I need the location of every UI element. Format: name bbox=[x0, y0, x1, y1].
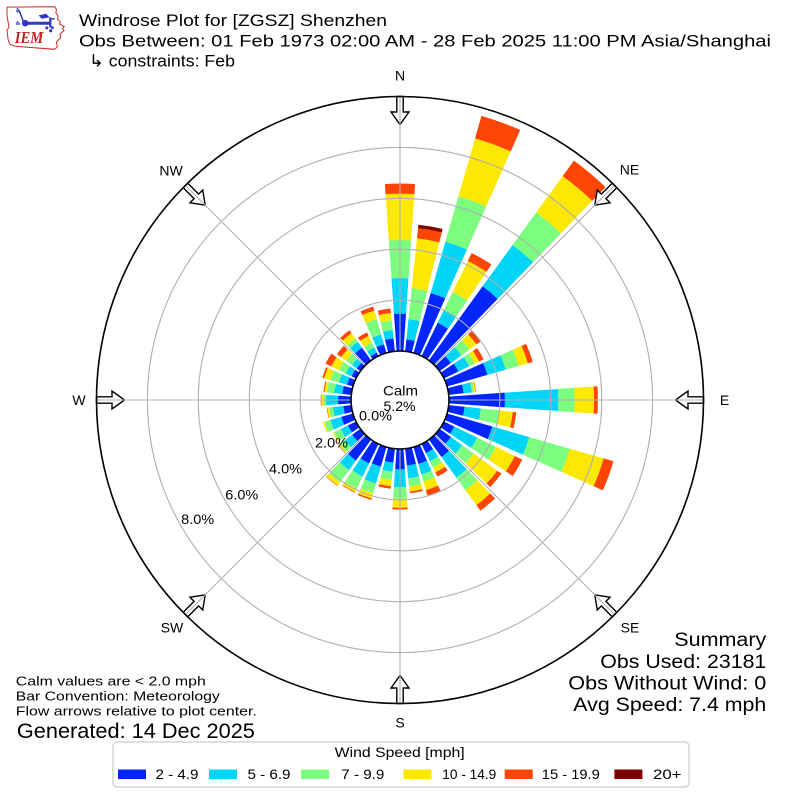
svg-text:15 - 19.9: 15 - 19.9 bbox=[542, 766, 600, 782]
svg-text:Flow arrows relative to plot c: Flow arrows relative to plot center. bbox=[16, 704, 257, 719]
svg-text:8.0%: 8.0% bbox=[181, 511, 214, 527]
svg-text:Wind Speed [mph]: Wind Speed [mph] bbox=[335, 744, 465, 760]
svg-text:N: N bbox=[395, 68, 405, 84]
svg-text:0.0%: 0.0% bbox=[359, 408, 392, 424]
svg-text:S: S bbox=[395, 715, 404, 731]
svg-text:Generated: 14 Dec 2025: Generated: 14 Dec 2025 bbox=[17, 719, 255, 743]
svg-text:5 - 6.9: 5 - 6.9 bbox=[248, 766, 291, 782]
svg-text:NW: NW bbox=[159, 163, 183, 179]
svg-text:Summary: Summary bbox=[674, 630, 767, 651]
svg-text:Obs Between: 01 Feb 1973 02:00: Obs Between: 01 Feb 1973 02:00 AM - 28 F… bbox=[79, 32, 771, 51]
svg-text:7 - 9.9: 7 - 9.9 bbox=[341, 766, 384, 782]
svg-text:Obs Used: 23181: Obs Used: 23181 bbox=[600, 652, 766, 673]
svg-text:20+: 20+ bbox=[653, 766, 682, 782]
svg-text:Avg Speed: 7.4 mph: Avg Speed: 7.4 mph bbox=[573, 695, 766, 716]
svg-text:E: E bbox=[720, 392, 729, 408]
svg-text:2.0%: 2.0% bbox=[315, 434, 348, 450]
svg-text:SE: SE bbox=[621, 620, 640, 636]
svg-text:2 - 4.9: 2 - 4.9 bbox=[156, 766, 199, 782]
svg-text:4.0%: 4.0% bbox=[269, 461, 302, 477]
svg-text:Obs Without Wind: 0: Obs Without Wind: 0 bbox=[568, 673, 766, 694]
svg-text:5.2%: 5.2% bbox=[384, 398, 416, 414]
svg-text:↳ constraints: Feb: ↳ constraints: Feb bbox=[89, 52, 235, 71]
svg-text:Calm values are < 2.0 mph: Calm values are < 2.0 mph bbox=[16, 674, 206, 689]
svg-text:Calm: Calm bbox=[383, 383, 418, 399]
svg-text:Windrose Plot for [ZGSZ] Shenz: Windrose Plot for [ZGSZ] Shenzhen bbox=[79, 11, 387, 30]
svg-text:W: W bbox=[72, 392, 86, 408]
svg-text:SW: SW bbox=[161, 620, 184, 636]
svg-text:NE: NE bbox=[620, 162, 639, 178]
svg-text:6.0%: 6.0% bbox=[225, 486, 258, 502]
svg-text:Bar Convention: Meteorology: Bar Convention: Meteorology bbox=[16, 689, 221, 704]
svg-text:IEM: IEM bbox=[14, 28, 45, 47]
svg-text:10 - 14.9: 10 - 14.9 bbox=[442, 766, 496, 782]
